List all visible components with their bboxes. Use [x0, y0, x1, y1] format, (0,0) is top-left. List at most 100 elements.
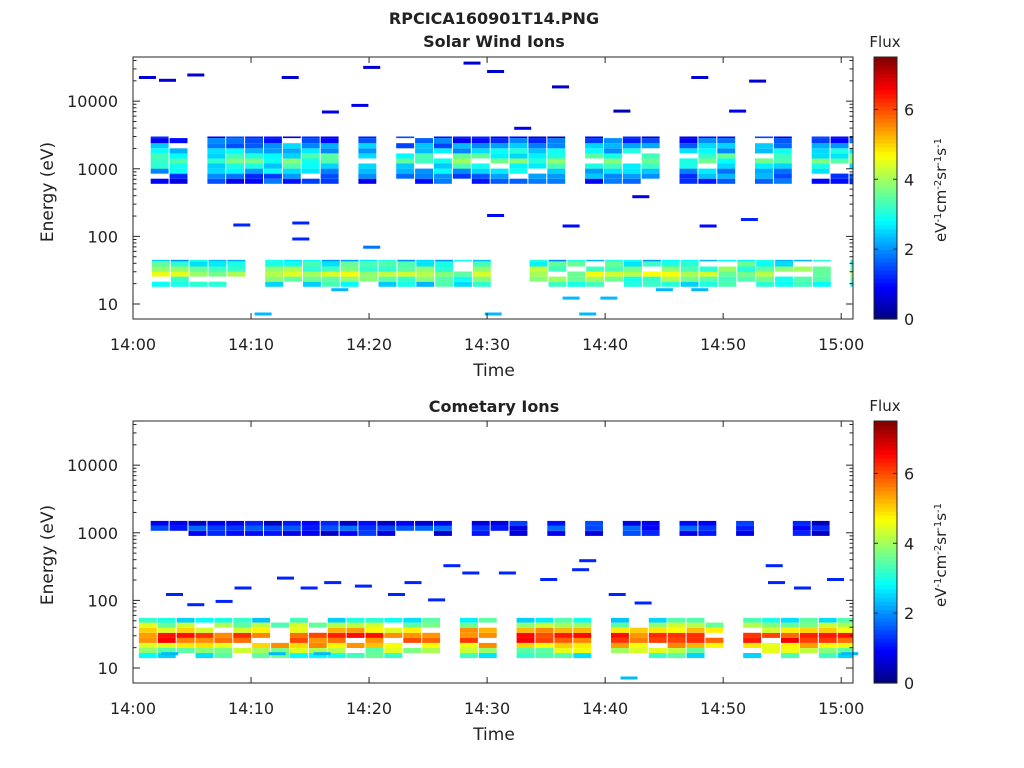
colorbar-swatch: [874, 670, 897, 676]
spectrogram-cell: [811, 143, 830, 149]
spectrogram-cell: [169, 163, 188, 169]
spectrogram-cell: [624, 266, 642, 272]
spectrogram-cell: [679, 136, 698, 139]
spectrogram-cell: [403, 622, 422, 628]
spectrogram-cell: [358, 136, 377, 139]
spectrogram-cell: [460, 622, 478, 628]
spectrogram-cell: [214, 637, 233, 643]
spectrogram-cell: [680, 281, 699, 287]
spectrogram-cell: [233, 637, 252, 643]
scatter-cell: [498, 571, 516, 575]
spectrogram-cell: [849, 136, 853, 139]
colorbar-swatch: [874, 535, 897, 541]
colorbar-swatch: [874, 576, 897, 582]
spectrogram-cell: [245, 530, 263, 536]
spectrogram-cell: [189, 271, 208, 277]
spectrogram-cell: [490, 136, 509, 139]
spectrogram-cell: [415, 158, 433, 164]
plot-frame: [132, 56, 854, 320]
spectrogram-cell: [208, 266, 227, 272]
spectrogram-cell: [365, 622, 384, 628]
spectrogram-cell: [699, 266, 718, 272]
spectrogram-cell: [157, 627, 176, 633]
spectrogram-cell: [454, 271, 472, 277]
spectrogram-cell: [686, 622, 705, 628]
spectrogram-cell: [705, 622, 724, 628]
spectrogram-cell: [264, 138, 282, 144]
spectrogram-cell: [157, 622, 176, 628]
colorbar-swatch: [874, 457, 897, 463]
spectrogram-cells: [138, 61, 853, 316]
spectrogram-cell: [667, 622, 686, 628]
spectrogram-cell: [698, 173, 717, 179]
scatter-cell: [484, 312, 502, 316]
spectrogram-cell: [698, 138, 717, 144]
spectrogram-cell: [397, 276, 416, 282]
colorbar-swatch: [874, 138, 897, 144]
spectrogram-cell: [528, 143, 547, 149]
colorbar-swatch: [874, 560, 897, 565]
colorbar-swatch: [874, 155, 897, 160]
spectrogram-cell: [290, 648, 308, 654]
spectrogram-cell: [233, 617, 252, 623]
spectrogram-cell: [396, 143, 415, 149]
colorbar-swatch: [874, 167, 897, 173]
spectrogram-cell: [264, 158, 282, 164]
spectrogram-cell: [585, 168, 603, 174]
spectrogram-cell: [528, 136, 547, 139]
spectrogram-cell: [434, 148, 452, 154]
spectrogram-cell: [138, 627, 157, 633]
spectrogram-cell: [850, 276, 853, 282]
spectrogram-cell: [416, 276, 435, 282]
spectrogram-cell: [849, 158, 853, 164]
spectrogram-cell: [384, 642, 403, 648]
spectrogram-cell: [434, 143, 452, 149]
spectrogram-cell: [150, 136, 169, 139]
colorbar-frame: [873, 420, 898, 684]
spectrogram-cell: [282, 158, 301, 164]
spectrogram-cell: [528, 163, 547, 169]
scatter-cell: [608, 593, 626, 596]
spectrogram-cell: [641, 158, 660, 164]
spectrogram-cell: [585, 148, 603, 154]
spectrogram-cell: [471, 163, 490, 169]
colorbar-swatch: [874, 445, 897, 451]
x-tick-label: 14:40: [582, 335, 628, 354]
spectrogram-cell: [415, 178, 433, 184]
solar-wind-ions-panel: Solar Wind Ions 14:00 14:10 14:20 14:30 14:4…: [38, 32, 950, 381]
spectrogram-cell: [415, 148, 433, 154]
scatter-cell: [233, 223, 251, 227]
spectrogram-cell: [321, 261, 340, 267]
spectrogram-cell: [252, 648, 271, 654]
spectrogram-cell: [284, 271, 302, 277]
spectrogram-cell: [586, 281, 605, 287]
colorbar-swatch: [874, 233, 897, 238]
spectrogram-cell: [667, 617, 686, 623]
spectrogram-cell: [604, 173, 622, 179]
spectrogram-cell: [794, 266, 812, 272]
colorbar-swatch: [874, 69, 897, 74]
spectrogram-cell: [176, 648, 195, 654]
spectrogram-cell: [781, 617, 799, 623]
spectrogram-cell: [812, 259, 831, 262]
spectrogram-cell: [327, 642, 346, 648]
spectrogram-cell: [340, 276, 359, 282]
spectrogram-cell: [547, 143, 566, 149]
spectrogram-cell: [622, 163, 641, 169]
spectrogram-cell: [265, 261, 284, 267]
spectrogram-cell: [169, 148, 188, 154]
spectrogram-cell: [528, 173, 547, 179]
spectrogram-cell: [359, 276, 378, 282]
spectrogram-cell: [830, 153, 849, 159]
spectrogram-cell: [471, 530, 490, 536]
spectrogram-cell: [830, 138, 849, 144]
spectrogram-cell: [339, 525, 358, 531]
scatter-cell: [620, 676, 638, 680]
colorbar-swatch: [874, 515, 897, 520]
spectrogram-cell: [794, 259, 812, 262]
colorbar-tick-label: 6: [904, 100, 914, 119]
x-tick-label: 14:30: [464, 335, 510, 354]
spectrogram-cell: [340, 271, 359, 277]
colorbar-swatch: [874, 192, 897, 197]
colorbar-swatch: [874, 539, 897, 545]
